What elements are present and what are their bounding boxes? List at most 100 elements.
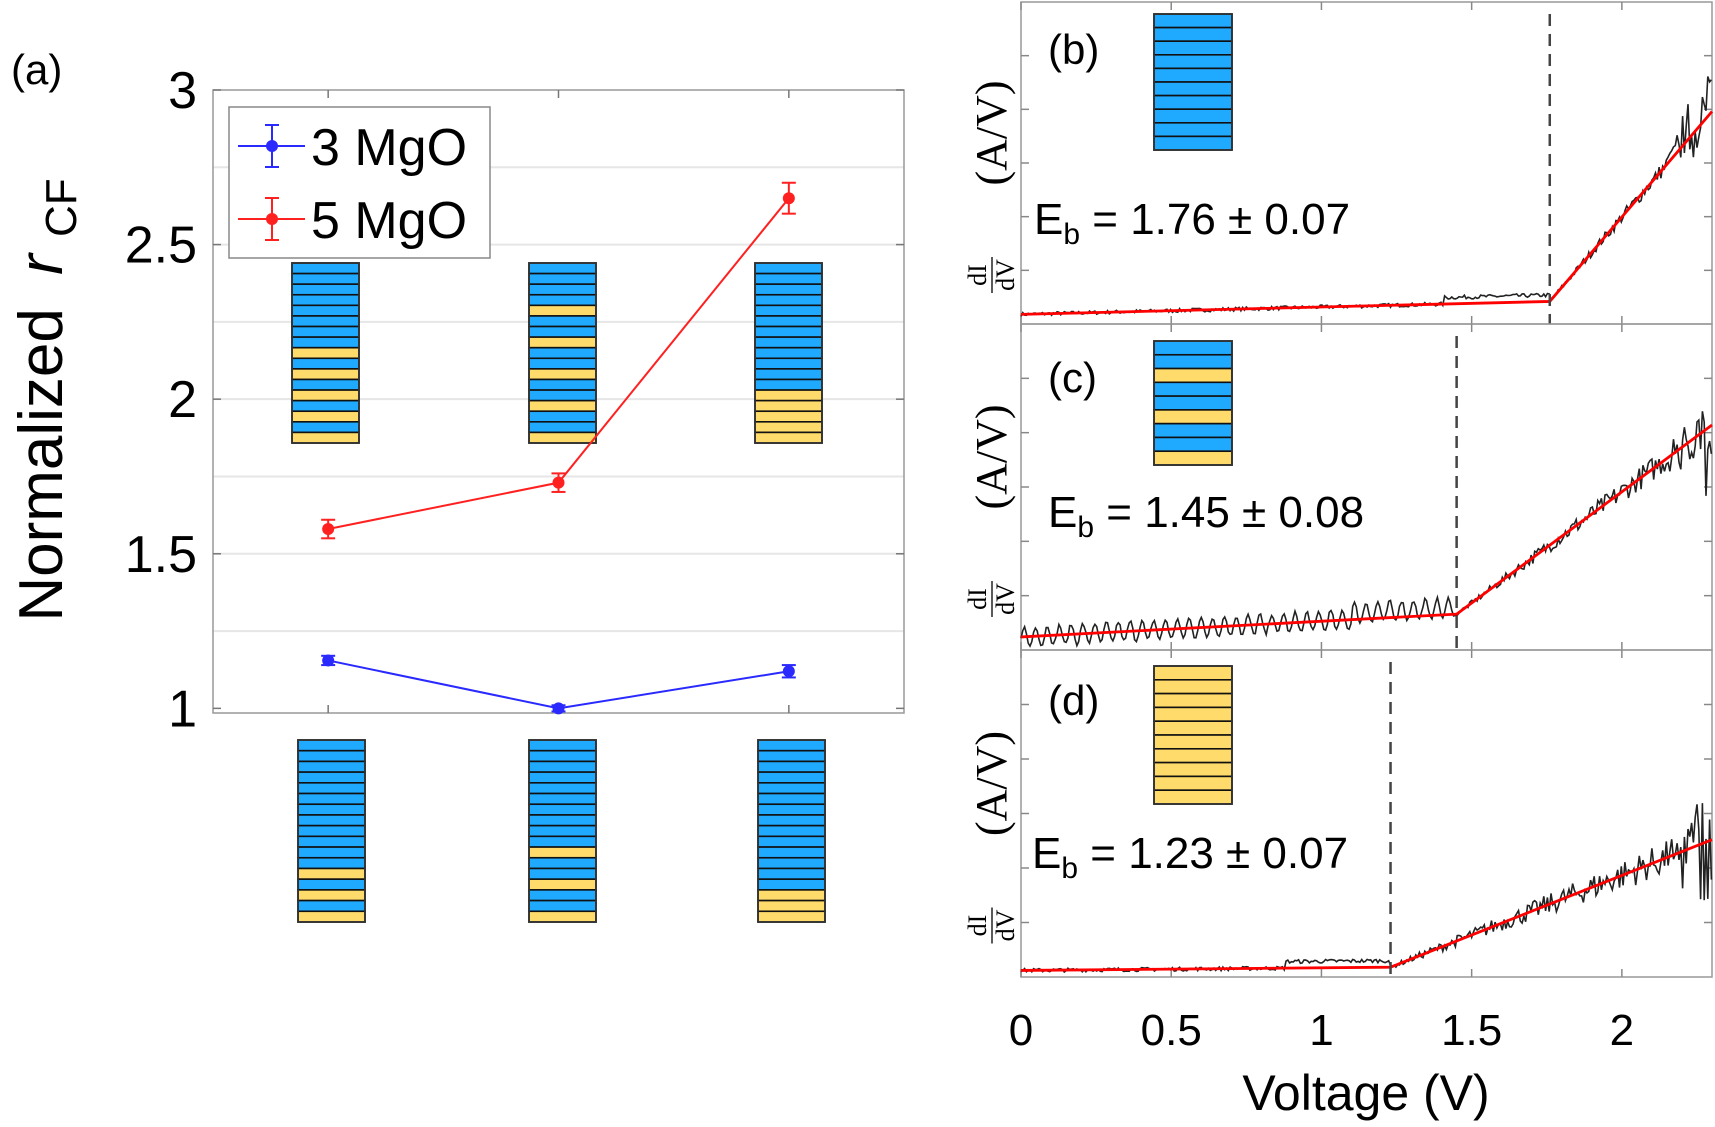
x-tick-label: 1 bbox=[1309, 1006, 1333, 1055]
layer-blue bbox=[297, 835, 366, 848]
layer-blue bbox=[291, 399, 360, 413]
panel-label: (b) bbox=[1048, 26, 1099, 73]
x-tick-label: 1.5 bbox=[1441, 1006, 1502, 1055]
layer-blue bbox=[528, 899, 597, 913]
layer-blue bbox=[291, 421, 360, 434]
layer-blue bbox=[757, 878, 826, 891]
layer-blue bbox=[757, 771, 826, 784]
stack-outline bbox=[1153, 13, 1233, 151]
layer-blue bbox=[754, 315, 823, 328]
layer-blue bbox=[1153, 436, 1233, 453]
measured-curve bbox=[1020, 803, 1713, 974]
layer-blue bbox=[291, 283, 360, 296]
layer-blue bbox=[757, 803, 826, 816]
layer-blue bbox=[528, 792, 597, 806]
layer-blue bbox=[754, 283, 823, 296]
layer-blue bbox=[528, 771, 597, 784]
layer-yellow bbox=[297, 889, 366, 902]
svg-text:Normalized r C: Normalized r CF bbox=[7, 178, 86, 621]
eb-subscript: b bbox=[1061, 852, 1078, 885]
data-point bbox=[322, 523, 335, 536]
layer-blue bbox=[291, 357, 360, 370]
y-axis-label: dI dV (A/V) bbox=[963, 80, 1020, 293]
layer-yellow bbox=[528, 399, 597, 413]
layer-blue bbox=[297, 814, 366, 827]
layer-blue bbox=[297, 856, 366, 870]
layer-yellow bbox=[757, 910, 826, 923]
layer-yellow bbox=[291, 410, 360, 423]
layer-blue bbox=[754, 262, 823, 275]
layer-yellow bbox=[528, 336, 597, 349]
fit-line bbox=[1020, 423, 1713, 639]
legend-label-5mgo: 5 MgO bbox=[311, 192, 467, 250]
layer-blue bbox=[528, 739, 597, 752]
layer-blue bbox=[528, 262, 597, 275]
layer-blue bbox=[754, 304, 823, 317]
y-axis-label-a: Normalized r CF bbox=[7, 178, 86, 621]
stack-outline bbox=[757, 739, 826, 923]
x-tick-label: 2 bbox=[1610, 1006, 1634, 1055]
layer-yellow bbox=[1153, 450, 1233, 466]
y-label-var: r bbox=[7, 252, 76, 275]
layer-blue bbox=[1153, 53, 1233, 70]
fraction-denominator: dV bbox=[991, 583, 1020, 615]
layer-yellow bbox=[297, 867, 366, 880]
layer-blue bbox=[291, 262, 360, 275]
layer-blue bbox=[297, 878, 366, 891]
stack-outline bbox=[1153, 665, 1233, 805]
layer-blue bbox=[754, 336, 823, 349]
y-tick-label: 2 bbox=[168, 371, 197, 429]
layer-blue bbox=[291, 272, 360, 285]
layer-yellow bbox=[757, 889, 826, 902]
layer-blue bbox=[291, 293, 360, 307]
layer-blue bbox=[528, 293, 597, 307]
legend-label-3mgo: 3 MgO bbox=[311, 119, 467, 177]
layer-blue bbox=[757, 835, 826, 848]
y-label-unit: (A/V) bbox=[967, 404, 1016, 509]
x-tick-label: 0.5 bbox=[1141, 1006, 1202, 1055]
y-label-sub: CF bbox=[37, 178, 86, 237]
layer-blue bbox=[528, 325, 597, 338]
layer-blue bbox=[754, 357, 823, 370]
layer-blue bbox=[297, 846, 366, 859]
layer-blue bbox=[291, 315, 360, 328]
layer-blue bbox=[528, 782, 597, 795]
layer-yellow bbox=[528, 431, 597, 444]
layer-yellow bbox=[528, 304, 597, 317]
data-point bbox=[782, 192, 795, 205]
layer-yellow bbox=[528, 878, 597, 891]
layer-blue bbox=[297, 782, 366, 795]
stack-3mgo bbox=[757, 739, 826, 923]
stack-outline bbox=[297, 739, 366, 923]
layer-yellow bbox=[297, 910, 366, 923]
layer-blue bbox=[528, 760, 597, 773]
layer-blue bbox=[297, 803, 366, 816]
y-axis-label: dI dV (A/V) bbox=[963, 404, 1020, 617]
fraction-numerator: dI bbox=[963, 264, 992, 286]
panel-label: (d) bbox=[1048, 677, 1099, 724]
layer-blue bbox=[754, 325, 823, 338]
layer-yellow bbox=[1153, 761, 1233, 778]
layer-yellow bbox=[1153, 692, 1233, 709]
stack-outline bbox=[1153, 340, 1233, 466]
layer-yellow bbox=[291, 346, 360, 360]
layer-blue bbox=[528, 867, 597, 880]
y-tick-label: 3 bbox=[168, 62, 197, 120]
layer-stack bbox=[1153, 665, 1233, 805]
eb-symbol: E bbox=[1048, 488, 1077, 537]
layer-blue bbox=[528, 889, 597, 902]
layer-blue bbox=[528, 272, 597, 285]
layer-blue bbox=[1153, 353, 1233, 370]
panel-a: (a) Normalized r CF 1 1.5 2 2.5 3 3 MgO bbox=[7, 46, 905, 923]
layer-yellow bbox=[1153, 734, 1233, 750]
layer-yellow bbox=[291, 431, 360, 444]
layer-stack bbox=[1153, 13, 1233, 151]
stack-5mgo bbox=[754, 262, 823, 444]
fraction-numerator: dI bbox=[963, 915, 992, 937]
layer-yellow bbox=[754, 431, 823, 444]
layer-blue bbox=[757, 749, 826, 763]
layer-blue bbox=[291, 325, 360, 338]
layer-blue bbox=[1153, 108, 1233, 124]
